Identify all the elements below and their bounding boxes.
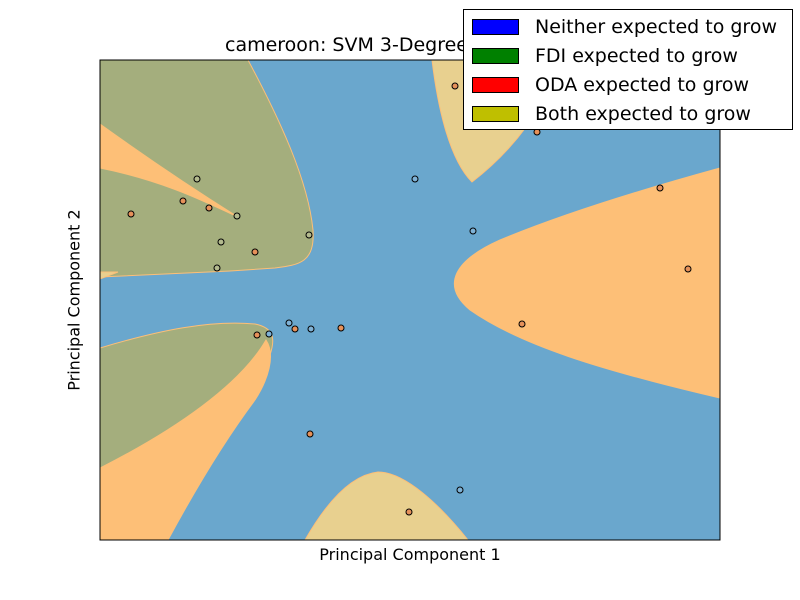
legend-label-both: Both expected to grow bbox=[535, 103, 751, 125]
data-point-oda-5 bbox=[205, 204, 213, 212]
data-point-neither-19 bbox=[265, 330, 273, 338]
data-point-oda-7 bbox=[127, 210, 135, 218]
data-point-neither-15 bbox=[285, 319, 293, 327]
data-point-oda-4 bbox=[179, 197, 187, 205]
data-point-oda-22 bbox=[306, 430, 314, 438]
data-point-oda-16 bbox=[291, 325, 299, 333]
data-point-fdi-3 bbox=[193, 175, 201, 183]
region-fdi-upper-left bbox=[100, 60, 314, 278]
legend-swatch-neither bbox=[472, 19, 519, 35]
legend-label-oda: ODA expected to grow bbox=[535, 74, 750, 96]
legend-label-neither: Neither expected to grow bbox=[535, 16, 777, 38]
data-point-oda-20 bbox=[253, 331, 261, 339]
region-both-bottom bbox=[304, 471, 469, 540]
data-point-fdi-13 bbox=[213, 264, 221, 272]
axes-frame bbox=[99, 59, 721, 541]
legend: Neither expected to grow FDI expected to… bbox=[463, 9, 793, 130]
scatter-points bbox=[127, 82, 692, 516]
legend-swatch-oda bbox=[472, 77, 519, 93]
data-point-oda-21 bbox=[518, 320, 526, 328]
data-point-fdi-11 bbox=[217, 238, 225, 246]
region-oda-lower-left bbox=[100, 339, 271, 540]
data-point-fdi-10 bbox=[305, 231, 313, 239]
legend-item-neither: Neither expected to grow bbox=[472, 16, 777, 38]
x-axis-label: Principal Component 1 bbox=[319, 545, 501, 564]
data-point-oda-0 bbox=[451, 82, 459, 90]
region-oda-right bbox=[453, 167, 720, 399]
data-point-oda-24 bbox=[405, 508, 413, 516]
chart-title: cameroon: SVM 3-Degree bbox=[225, 34, 469, 56]
legend-item-both: Both expected to grow bbox=[472, 103, 751, 125]
data-point-oda-18 bbox=[337, 324, 345, 332]
data-point-neither-9 bbox=[469, 227, 477, 235]
y-axis-label: Principal Component 2 bbox=[64, 209, 84, 391]
plot-area bbox=[100, 60, 720, 540]
region-both-left-sliver bbox=[100, 271, 119, 280]
data-point-oda-8 bbox=[656, 184, 664, 192]
data-point-neither-17 bbox=[307, 325, 315, 333]
legend-item-oda: ODA expected to grow bbox=[472, 74, 749, 96]
data-point-oda-12 bbox=[251, 248, 259, 256]
legend-swatch-fdi bbox=[472, 48, 519, 64]
data-point-neither-2 bbox=[411, 175, 419, 183]
data-point-fdi-6 bbox=[233, 212, 241, 220]
legend-label-fdi: FDI expected to grow bbox=[535, 45, 738, 67]
data-point-oda-14 bbox=[684, 265, 692, 273]
data-point-neither-23 bbox=[456, 486, 464, 494]
legend-item-fdi: FDI expected to grow bbox=[472, 45, 738, 67]
legend-swatch-both bbox=[472, 106, 519, 122]
